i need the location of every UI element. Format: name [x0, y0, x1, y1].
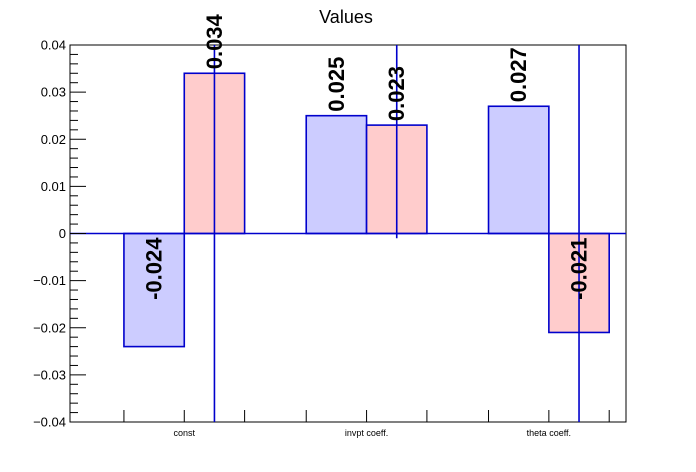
- data-label-s1-1: 0.023: [384, 66, 409, 121]
- data-label-s1-2: -0.021: [567, 238, 592, 300]
- chart-title: Values: [319, 7, 373, 27]
- y-tick-label: 0.03: [41, 85, 66, 100]
- bars-layer: -0.024 0.025 0.027 0.034 0.023 -0.021: [70, 13, 626, 422]
- bar-s0-1: [305, 114, 368, 235]
- data-label-s1-0: 0.034: [202, 13, 227, 69]
- x-axis: const invpt coeff. theta coeff.: [123, 410, 610, 438]
- y-tick-label: −0.04: [33, 415, 66, 430]
- x-category-label: invpt coeff.: [345, 428, 388, 438]
- x-category-label: const: [174, 428, 196, 438]
- y-tick-label: 0.04: [41, 38, 66, 53]
- data-label-s0-0: -0.024: [142, 237, 167, 300]
- y-tick-label: −0.03: [33, 367, 66, 382]
- y-tick-label: −0.01: [33, 273, 66, 288]
- y-tick-label: 0.01: [41, 179, 66, 194]
- x-category-label: theta coeff.: [527, 428, 571, 438]
- y-tick-label: −0.02: [33, 320, 66, 335]
- y-tick-label: 0: [59, 226, 66, 241]
- bar-s0-2: [487, 105, 550, 235]
- y-axis: −0.04 −0.03 −0.02 −0.01 0 0.01 0.02 0.03 0.04: [33, 38, 86, 430]
- data-label-s0-2: 0.027: [506, 47, 531, 102]
- data-label-s0-1: 0.025: [324, 57, 349, 112]
- y-tick-label: 0.02: [41, 132, 66, 147]
